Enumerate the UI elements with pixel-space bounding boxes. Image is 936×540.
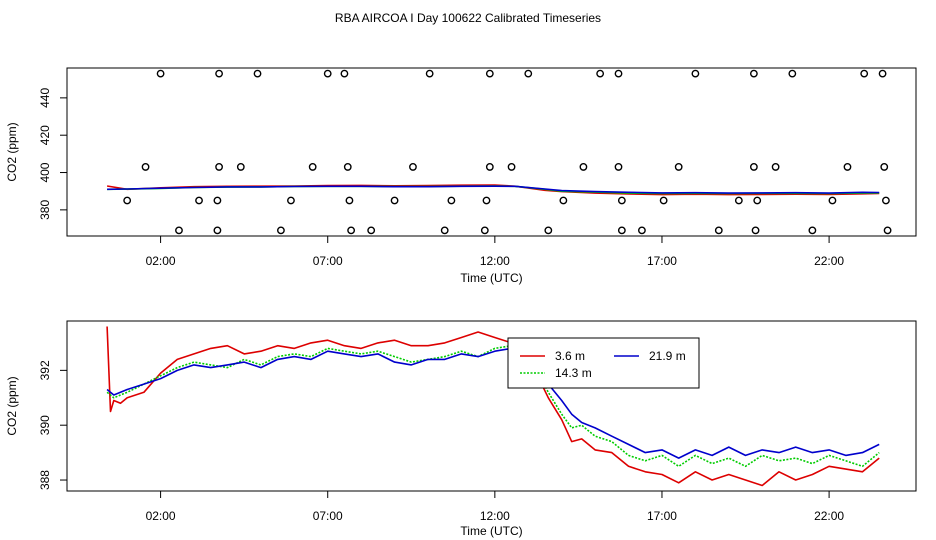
x-tick-label: 22:00 [814, 509, 844, 523]
calibration-point [860, 69, 869, 78]
series-group [106, 184, 880, 196]
x-tick-label: 17:00 [647, 254, 677, 268]
y-tick-label: 392 [38, 360, 52, 380]
plot-frame [66, 67, 917, 237]
y-axis-label: CO2 (ppm) [5, 122, 19, 181]
series-line-3-6-m [106, 326, 880, 487]
calibration-point [751, 226, 760, 235]
x-tick-label: 07:00 [313, 509, 343, 523]
calibration-point [614, 163, 623, 171]
calibration-point [579, 163, 588, 171]
y-tick-label: 390 [38, 415, 52, 435]
x-tick-label: 07:00 [313, 254, 343, 268]
calibration-point [674, 163, 683, 171]
calibration-point [485, 163, 494, 171]
calibration-point [287, 196, 295, 205]
x-axis-label: Time (UTC) [460, 271, 522, 285]
legend-box [507, 337, 700, 389]
calibration-point [749, 69, 758, 78]
calibration-point [614, 69, 623, 78]
calibration-point [345, 196, 354, 205]
calibration-point [828, 196, 837, 205]
calibration-point [343, 163, 352, 171]
y-axis-label: CO2 (ppm) [5, 376, 19, 435]
calibration-point [771, 163, 780, 171]
x-axis-label: Time (UTC) [460, 524, 522, 538]
calibration-point [808, 226, 817, 235]
y-tick-label: 388 [38, 470, 52, 490]
calibration-point [734, 196, 743, 205]
calibration-point [195, 196, 203, 205]
y-tick-label: 380 [38, 200, 52, 220]
calibration-point [277, 226, 285, 235]
legend-label: 3.6 m [555, 349, 585, 363]
x-tick-label: 22:00 [814, 254, 844, 268]
calibration-point [123, 196, 132, 205]
calibration-point [253, 69, 262, 78]
calibration-point [367, 226, 376, 235]
x-tick-label: 12:00 [480, 254, 510, 268]
calibration-point [524, 69, 533, 78]
calibration-point [559, 196, 568, 205]
figure-title: RBA AIRCOA I Day 100622 Calibrated Times… [335, 11, 601, 25]
top-panel: 02:00 07:00 12:00 17:00 22:00 Time (UTC) 380 40… [5, 67, 917, 285]
calibration-point [213, 196, 222, 205]
series-line-21-9-m [106, 347, 880, 459]
calibration-point [883, 226, 892, 235]
calibration-point [638, 226, 646, 235]
calibration-point [749, 163, 758, 171]
calibration-point [480, 226, 489, 235]
plot-frame [66, 320, 917, 492]
series-group [106, 326, 880, 487]
calibration-point [390, 196, 399, 205]
calibration-point [409, 163, 417, 171]
calibration-point [714, 226, 723, 235]
bottom-panel: 02:00 07:00 12:00 17:00 22:00 Time (UTC) 388 39… [5, 320, 917, 538]
calibration-point [215, 69, 223, 78]
legend-label: 21.9 m [649, 349, 686, 363]
calibration-point [882, 196, 890, 205]
calibration-point [175, 226, 183, 235]
calibration-point [691, 69, 700, 78]
calibration-point [617, 226, 626, 235]
calibration-point [323, 69, 332, 78]
legend: 3.6 m 14.3 m 21.9 m [507, 337, 700, 389]
y-tick-label: 440 [38, 88, 52, 108]
calibration-point [544, 226, 553, 235]
calibration-point [659, 196, 668, 205]
calibration-point [485, 69, 494, 78]
x-tick-label: 17:00 [647, 509, 677, 523]
calibration-point [878, 69, 887, 78]
calibration-point [753, 196, 762, 205]
series-line-14-3-m [106, 344, 880, 468]
calibration-point [440, 226, 449, 235]
y-tick-label: 400 [38, 162, 52, 182]
x-tick-label: 12:00 [480, 509, 510, 523]
calibration-point [236, 163, 245, 171]
legend-label: 14.3 m [555, 366, 592, 380]
calibration-point [843, 163, 852, 171]
x-tick-label: 02:00 [146, 254, 176, 268]
y-tick-label: 420 [38, 125, 52, 145]
calibration-point [347, 226, 356, 235]
calibration-point [213, 226, 222, 235]
calibration-point [425, 69, 434, 78]
calibration-point [617, 196, 626, 205]
x-tick-label: 02:00 [146, 509, 176, 523]
calibration-point [482, 196, 491, 205]
calibration-point [788, 69, 797, 78]
calibration-point [308, 163, 317, 171]
calibration-point [447, 196, 456, 205]
calibration-point [156, 69, 165, 78]
calibration-point [880, 163, 889, 171]
calibration-point [596, 69, 605, 78]
calibration-point [507, 163, 516, 171]
calibration-point [141, 163, 150, 171]
calibration-point [215, 163, 223, 171]
series-line-21-9-m [107, 185, 880, 194]
calibration-point [340, 69, 349, 78]
